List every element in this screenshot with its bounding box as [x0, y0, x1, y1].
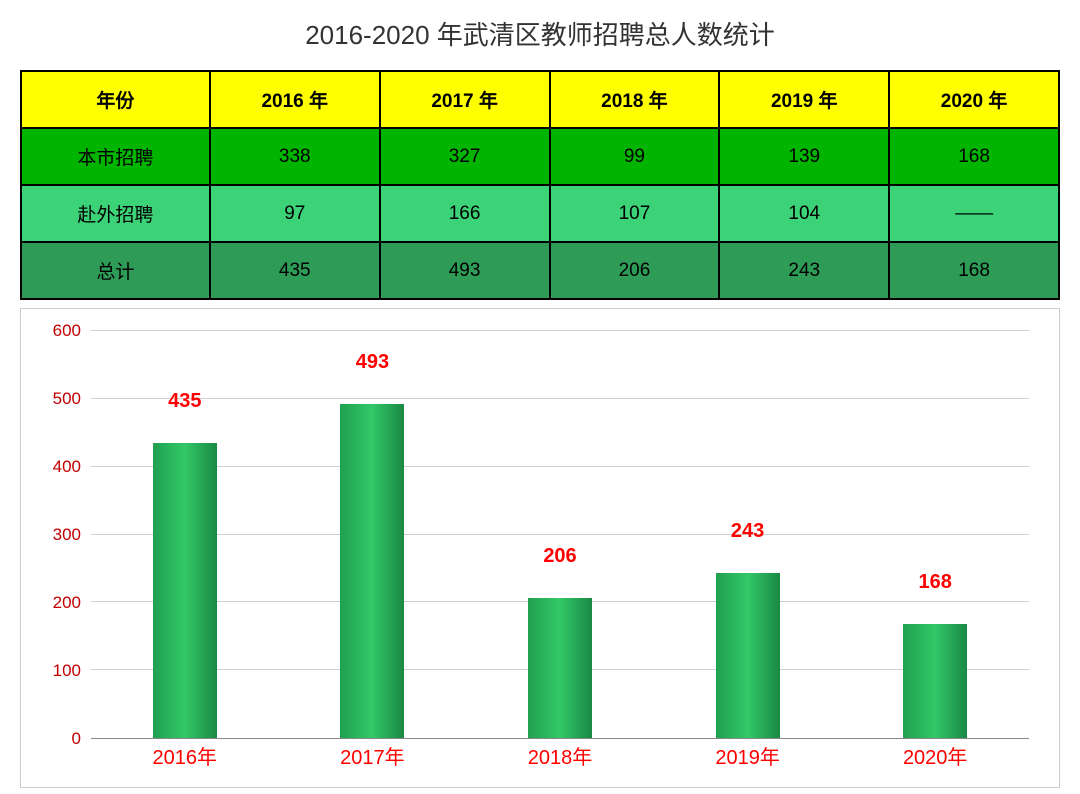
col-2018: 2018 年 [550, 71, 720, 128]
x-category-label: 2017年 [302, 741, 442, 770]
table-header-row: 年份 2016 年 2017 年 2018 年 2019 年 2020 年 [21, 71, 1059, 128]
y-tick-label: 200 [31, 593, 81, 613]
bar-value-label: 243 [698, 520, 798, 543]
table-cell: 327 [380, 128, 550, 185]
bar [903, 624, 967, 738]
y-tick-label: 400 [31, 457, 81, 477]
table-cell: 493 [380, 242, 550, 299]
row-label: 总计 [21, 242, 210, 299]
y-tick-label: 500 [31, 389, 81, 409]
table-cell: 166 [380, 185, 550, 242]
table-cell: 97 [210, 185, 380, 242]
table-row: 赴外招聘97166107104—— [21, 185, 1059, 242]
bar-chart: 0100200300400500600 4352016年4932017年2062… [20, 308, 1060, 788]
table-cell: 338 [210, 128, 380, 185]
grid-line [91, 534, 1029, 535]
row-label: 赴外招聘 [21, 185, 210, 242]
plot-area: 4352016年4932017年2062018年2432019年1682020年 [91, 331, 1029, 739]
col-2017: 2017 年 [380, 71, 550, 128]
y-tick-label: 300 [31, 525, 81, 545]
table-cell: 168 [889, 128, 1059, 185]
grid-line [91, 330, 1029, 331]
table-body: 本市招聘33832799139168赴外招聘97166107104——总计435… [21, 128, 1059, 299]
page-title: 2016-2020 年武清区教师招聘总人数统计 [20, 15, 1060, 52]
bar-value-label: 493 [322, 351, 422, 374]
table-cell: 243 [719, 242, 889, 299]
table-cell: —— [889, 185, 1059, 242]
table-cell: 435 [210, 242, 380, 299]
table-cell: 206 [550, 242, 720, 299]
bar [716, 573, 780, 738]
row-label: 本市招聘 [21, 128, 210, 185]
bar-value-label: 168 [885, 571, 985, 594]
table-cell: 107 [550, 185, 720, 242]
y-tick-label: 600 [31, 321, 81, 341]
grid-line [91, 466, 1029, 467]
x-category-label: 2016年 [115, 741, 255, 770]
y-tick-label: 100 [31, 661, 81, 681]
data-table: 年份 2016 年 2017 年 2018 年 2019 年 2020 年 本市… [20, 70, 1060, 300]
col-2019: 2019 年 [719, 71, 889, 128]
table-row: 本市招聘33832799139168 [21, 128, 1059, 185]
col-2016: 2016 年 [210, 71, 380, 128]
x-category-label: 2020年 [865, 741, 1005, 770]
y-axis: 0100200300400500600 [31, 321, 86, 739]
bar [528, 598, 592, 738]
x-category-label: 2018年 [490, 741, 630, 770]
table-cell: 168 [889, 242, 1059, 299]
bar-value-label: 206 [510, 545, 610, 568]
table-row: 总计435493206243168 [21, 242, 1059, 299]
table-cell: 99 [550, 128, 720, 185]
x-category-label: 2019年 [678, 741, 818, 770]
bar [153, 443, 217, 738]
y-tick-label: 0 [31, 729, 81, 749]
table-cell: 104 [719, 185, 889, 242]
bar [340, 404, 404, 738]
col-2020: 2020 年 [889, 71, 1059, 128]
col-year: 年份 [21, 71, 210, 128]
bar-value-label: 435 [135, 390, 235, 413]
table-cell: 139 [719, 128, 889, 185]
